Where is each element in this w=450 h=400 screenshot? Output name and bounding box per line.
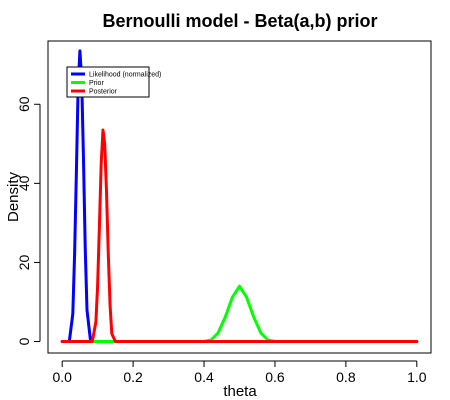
y-axis: 0 20 40 60 <box>16 96 41 345</box>
series-line-likelihood-normalized <box>60 49 419 343</box>
x-tick-label: 0.2 <box>123 369 143 385</box>
y-tick-label: 60 <box>16 96 32 112</box>
curves-layer <box>60 49 419 343</box>
y-tick-label: 0 <box>16 337 32 345</box>
legend-entry: Posterior <box>89 89 118 96</box>
legend: Likelihood (normalized)Prior Posterior <box>66 66 161 98</box>
plot-frame <box>47 40 432 354</box>
x-tick-label: 0.0 <box>52 369 72 385</box>
y-tick-label: 40 <box>16 175 32 191</box>
y-tick-label: 20 <box>16 254 32 270</box>
x-tick-label: 0.6 <box>265 369 285 385</box>
series-line-posterior <box>60 128 419 343</box>
chart-title: Bernoulli model - Beta(a,b) prior <box>102 11 377 31</box>
x-axis-label: theta <box>223 383 257 400</box>
x-axis: 0.0 0.2 0.4 0.6 0.8 1.0 <box>52 360 427 385</box>
x-tick-label: 1.0 <box>407 369 427 385</box>
x-tick-label: 0.8 <box>336 369 356 385</box>
legend-entry: Prior <box>89 80 104 87</box>
x-tick-label: 0.4 <box>194 369 214 385</box>
legend-entry: Likelihood (normalized) <box>89 72 161 79</box>
y-axis-label: Density <box>5 171 22 222</box>
series-line-prior <box>60 284 419 343</box>
